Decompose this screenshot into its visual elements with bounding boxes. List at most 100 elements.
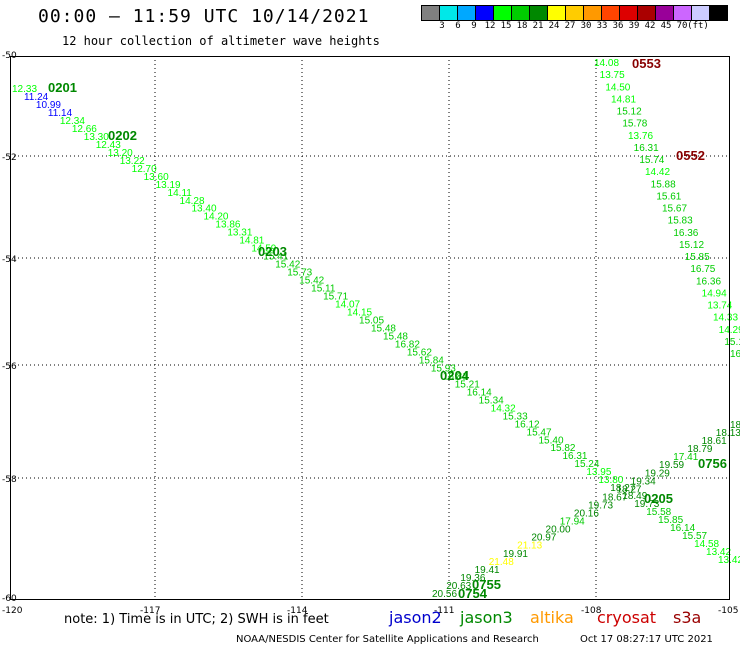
legend-label: 21 [532, 21, 544, 31]
legend-label: 15 [500, 21, 512, 31]
swh-value-label: 16.31 [634, 143, 659, 154]
swh-value-label: 12.70 [132, 164, 157, 175]
legend-label: 39 [628, 21, 640, 31]
swh-value-label: 15.21 [455, 379, 480, 390]
swh-value-label: 16.31 [562, 451, 587, 462]
swh-value-label: 15.74 [639, 155, 664, 166]
mission-label: altika [530, 608, 574, 627]
swh-value-label: 13.75 [600, 70, 625, 81]
swh-value-label: 15.73 [287, 268, 312, 279]
swh-value-label: 16.14 [670, 523, 695, 534]
swh-value-label: 15.48 [383, 331, 408, 342]
legend-label: 12 [484, 21, 496, 31]
swh-value-label: 15.33 [503, 411, 528, 422]
swh-value-label: 13.30 [84, 132, 109, 143]
swh-value-label: 16.14 [467, 387, 492, 398]
swh-value-label: 15.62 [407, 347, 432, 358]
page-title: 00:00 — 11:59 UTC 10/14/2021 [38, 6, 370, 27]
legend-label: (ft) [687, 21, 709, 31]
legend-label: 30 [580, 21, 592, 31]
swh-value-label: 15.42 [275, 260, 300, 271]
swh-value-label: 18.17 [730, 420, 740, 431]
legend-label: 27 [564, 21, 576, 31]
swh-value-label: 14.28 [180, 196, 205, 207]
swh-value-label: 15.11 [311, 284, 336, 295]
pass-time-label: 0754 [458, 586, 488, 601]
legend-swatch [709, 5, 728, 21]
swh-value-label: 13.22 [120, 156, 145, 167]
swh-value-label: 15.84 [419, 355, 444, 366]
y-tick-label: -50 [2, 51, 17, 61]
legend-label: 70 [676, 21, 688, 31]
swh-value-label: 19.34 [631, 476, 656, 487]
swh-value-label: 13.80 [598, 475, 623, 486]
swh-value-label: 11.14 [48, 108, 73, 119]
swh-value-label: 15.61 [656, 191, 681, 202]
swh-value-label: 13.19 [156, 180, 181, 191]
credit-timestamp: Oct 17 08:27:17 UTC 2021 [580, 634, 713, 645]
y-tick-label: -52 [2, 153, 17, 163]
swh-value-label: 14.08 [594, 58, 619, 69]
pass-time-label: 0553 [632, 56, 661, 71]
swh-value-label: 15.11 [724, 337, 740, 348]
swh-value-label: 15.78 [622, 119, 647, 130]
swh-value-label: 19.29 [645, 468, 670, 479]
swh-value-label: 10.99 [36, 100, 61, 111]
swh-value-label: 18.79 [687, 444, 712, 455]
swh-value-label: 13.20 [108, 148, 133, 159]
swh-value-label: 17.94 [560, 517, 585, 528]
swh-value-label: 13.31 [227, 228, 252, 239]
swh-value-label: 13.74 [707, 301, 732, 312]
swh-value-label: 14.11 [168, 188, 193, 199]
x-tick-label: -111 [434, 606, 454, 616]
swh-value-label: 15.85 [658, 515, 683, 526]
y-tick-label: -60 [2, 594, 17, 604]
mission-label: jason2 [389, 608, 442, 627]
x-tick-label: -120 [2, 606, 23, 616]
swh-value-label: 19.36 [460, 573, 485, 584]
swh-value-label: 14.20 [203, 212, 228, 223]
swh-value-label: 21.13 [517, 541, 542, 552]
swh-value-label: 13.42 [706, 547, 731, 558]
swh-value-label: 14.15 [347, 308, 372, 319]
swh-value-label: 15.12 [617, 107, 642, 118]
map-frame [10, 56, 730, 600]
swh-value-label: 12.33 [12, 84, 37, 95]
swh-value-label: 15.34 [479, 395, 504, 406]
swh-value-label: 15.42 [299, 276, 324, 287]
swh-value-label: 20.16 [574, 509, 599, 520]
swh-value-label: 15.40 [539, 435, 564, 446]
swh-value-label: 19.73 [588, 500, 613, 511]
swh-value-label: 19.59 [659, 460, 684, 471]
pass-time-label: 0755 [472, 577, 501, 592]
swh-value-label: 14.33 [713, 313, 738, 324]
swh-value-label: 13.40 [191, 204, 216, 215]
y-tick-label: -54 [2, 255, 17, 265]
pass-time-label: 0205 [644, 491, 673, 506]
swh-value-label: 20.56 [432, 589, 457, 600]
swh-value-label: 16.36 [673, 228, 698, 239]
swh-value-label: 18.61 [702, 436, 727, 447]
swh-value-label: 15.41 [263, 252, 288, 263]
footer-note: note: 1) Time is in UTC; 2) SWH is in fe… [64, 612, 329, 627]
swh-value-label: 13.60 [144, 172, 169, 183]
x-tick-label: -114 [287, 606, 308, 616]
legend-label: 9 [471, 21, 477, 31]
swh-value-label: 13.76 [628, 131, 653, 142]
pass-time-label: 0552 [676, 148, 705, 163]
swh-value-label: 16.75 [690, 264, 715, 275]
swh-value-label: 15.83 [668, 216, 693, 227]
swh-value-label: 15.05 [359, 316, 384, 327]
swh-value-label: 12.43 [96, 140, 121, 151]
swh-value-label: 15.12 [679, 240, 704, 251]
legend-label: 3 [439, 21, 445, 31]
swh-value-label: 15.71 [323, 292, 348, 303]
page-subtitle: 12 hour collection of altimeter wave hei… [62, 34, 380, 48]
legend-label: 36 [612, 21, 624, 31]
swh-value-label: 14.94 [702, 288, 727, 299]
swh-value-label: 15.57 [682, 531, 707, 542]
x-tick-label: -117 [140, 606, 160, 616]
swh-value-label: 19.91 [503, 549, 528, 560]
y-tick-label: -56 [2, 362, 17, 372]
